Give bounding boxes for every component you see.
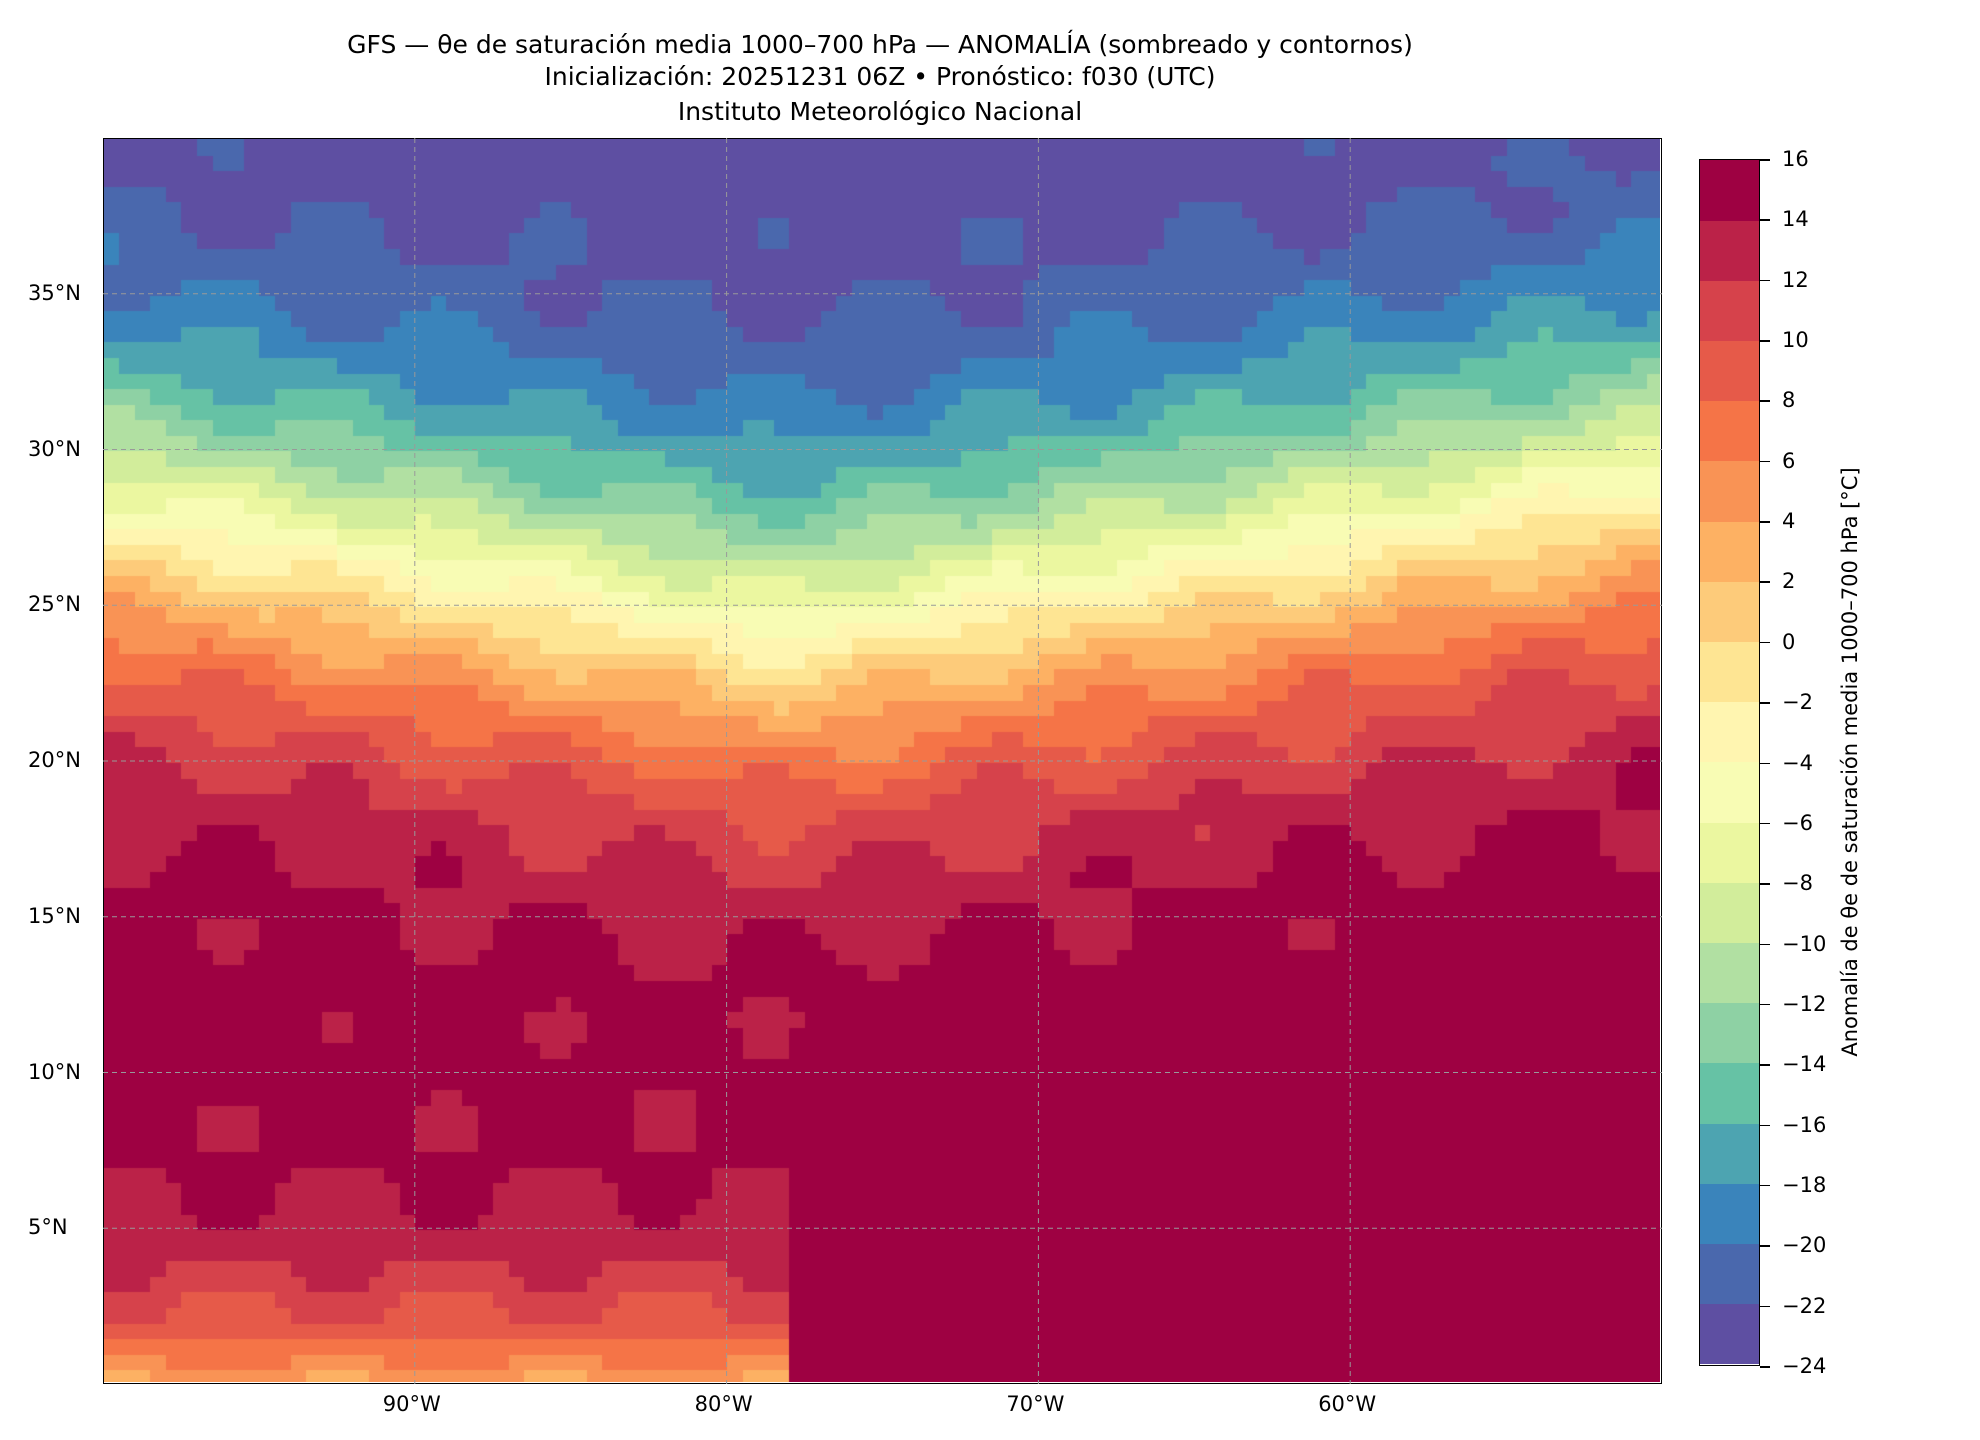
colorbar-tick-label: −22 bbox=[1782, 1293, 1827, 1318]
colorbar-tick bbox=[1760, 641, 1770, 644]
colorbar-tick-label: −6 bbox=[1782, 810, 1813, 835]
colorbar-tick bbox=[1760, 1003, 1770, 1006]
chart-title: GFS — θe de saturación media 1000–700 hP… bbox=[347, 30, 1413, 59]
x-tick-label: 80°W bbox=[694, 1392, 753, 1416]
colorbar-tick bbox=[1760, 1245, 1770, 1247]
colorbar-tick-label: 6 bbox=[1782, 448, 1796, 473]
colorbar-tick bbox=[1760, 581, 1770, 583]
chart-subtitle: Inicialización: 20251231 06Z • Pronóstic… bbox=[544, 62, 1216, 91]
colorbar-tick-label: 2 bbox=[1782, 569, 1796, 594]
colorbar-tick-label: −14 bbox=[1782, 1052, 1827, 1077]
colorbar-tick bbox=[1760, 822, 1770, 825]
colorbar-tick-label: 4 bbox=[1782, 509, 1796, 534]
colorbar-tick-label: 14 bbox=[1782, 207, 1809, 232]
chart-institution: Instituto Meteorológico Nacional bbox=[677, 97, 1083, 126]
colorbar-swatch bbox=[1700, 220, 1759, 281]
x-tick-label: 60°W bbox=[1318, 1392, 1377, 1416]
colorbar-swatch bbox=[1700, 461, 1759, 522]
colorbar-swatch bbox=[1700, 942, 1759, 1004]
y-tick-label: 20°N bbox=[28, 748, 81, 772]
colorbar-swatch bbox=[1700, 762, 1759, 823]
colorbar-tick bbox=[1760, 460, 1770, 463]
y-tick-label: 35°N bbox=[28, 280, 81, 305]
colorbar-tick-label: 8 bbox=[1782, 388, 1796, 413]
colorbar-tick bbox=[1760, 521, 1770, 523]
y-tick-label: 15°N bbox=[28, 903, 81, 928]
colorbar-tick bbox=[1760, 943, 1770, 946]
colorbar-label: Anomalía de θe de saturación media 1000–… bbox=[1838, 467, 1862, 1057]
colorbar-swatch bbox=[1700, 160, 1759, 221]
colorbar-tick bbox=[1760, 159, 1770, 161]
y-tick-label: 30°N bbox=[28, 436, 81, 461]
colorbar-swatch bbox=[1700, 701, 1759, 763]
colorbar-swatch bbox=[1700, 1243, 1759, 1305]
colorbar-tick-label: −20 bbox=[1782, 1233, 1827, 1258]
colorbar-tick bbox=[1760, 762, 1770, 764]
colorbar-tick bbox=[1760, 219, 1770, 221]
colorbar-swatch bbox=[1700, 882, 1759, 944]
colorbar-tick bbox=[1760, 702, 1770, 704]
colorbar-tick-label: 0 bbox=[1782, 629, 1796, 654]
colorbar-tick-label: −18 bbox=[1782, 1172, 1827, 1197]
y-tick-label: 25°N bbox=[28, 592, 81, 617]
colorbar-swatch bbox=[1700, 1002, 1759, 1064]
colorbar-tick bbox=[1760, 1184, 1770, 1187]
colorbar-swatch bbox=[1700, 1063, 1759, 1124]
colorbar-tick-label: −24 bbox=[1782, 1354, 1827, 1378]
colorbar-swatch bbox=[1700, 641, 1759, 703]
x-tick-label: 70°W bbox=[1006, 1392, 1065, 1416]
colorbar-tick bbox=[1760, 1305, 1770, 1308]
y-tick-label: 5°N bbox=[28, 1215, 68, 1240]
colorbar-tick bbox=[1760, 1064, 1770, 1066]
colorbar-tick bbox=[1760, 1366, 1770, 1368]
colorbar-swatch bbox=[1700, 400, 1759, 462]
colorbar-swatch bbox=[1700, 1183, 1759, 1245]
colorbar-tick bbox=[1760, 1124, 1770, 1127]
colorbar-tick-label: −8 bbox=[1782, 871, 1813, 896]
colorbar bbox=[1699, 159, 1760, 1366]
colorbar-tick bbox=[1760, 883, 1770, 885]
colorbar-tick-label: 12 bbox=[1782, 267, 1809, 292]
grid-overlay bbox=[103, 138, 1662, 1384]
colorbar-tick-label: −2 bbox=[1782, 690, 1813, 715]
x-tick-label: 90°W bbox=[382, 1392, 441, 1416]
colorbar-swatch bbox=[1700, 280, 1759, 342]
colorbar-swatch bbox=[1700, 581, 1759, 643]
colorbar-tick bbox=[1760, 279, 1770, 282]
colorbar-tick-label: 10 bbox=[1782, 328, 1809, 353]
colorbar-swatch bbox=[1700, 822, 1759, 883]
colorbar-swatch bbox=[1700, 521, 1759, 582]
colorbar-tick-label: −16 bbox=[1782, 1112, 1827, 1137]
y-tick-label: 10°N bbox=[28, 1059, 81, 1084]
colorbar-swatch bbox=[1700, 1123, 1759, 1184]
colorbar-tick bbox=[1760, 400, 1770, 402]
colorbar-swatch bbox=[1700, 1303, 1759, 1365]
colorbar-tick-label: −4 bbox=[1782, 750, 1813, 775]
colorbar-swatch bbox=[1700, 340, 1759, 402]
colorbar-tick-label: 16 bbox=[1782, 147, 1809, 171]
colorbar-tick-label: −12 bbox=[1782, 991, 1827, 1016]
colorbar-tick bbox=[1760, 340, 1770, 342]
colorbar-tick-label: −10 bbox=[1782, 931, 1827, 956]
